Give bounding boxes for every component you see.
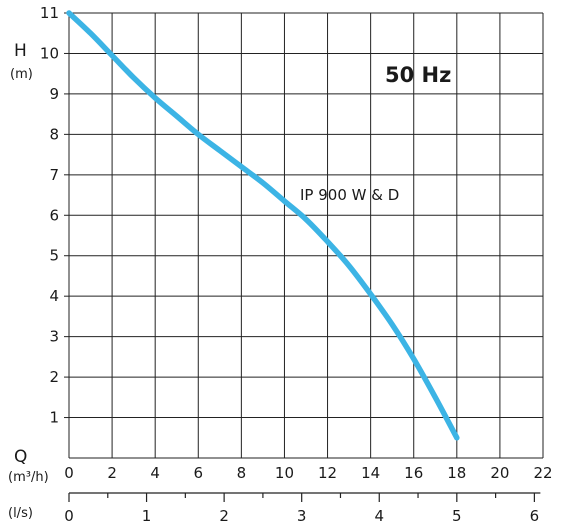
y-tick-label: 8 xyxy=(49,125,59,143)
y-axis-letter: H xyxy=(14,41,27,61)
y-tick-label: 3 xyxy=(49,328,59,346)
grid xyxy=(68,12,544,459)
x-tick-label: 16 xyxy=(404,464,423,482)
secondary-tick-label: 3 xyxy=(297,507,307,525)
secondary-tick-label: 2 xyxy=(219,507,229,525)
x-axis-unit: (m³/h) xyxy=(8,470,49,485)
series-line xyxy=(66,10,460,441)
x-tick-label: 0 xyxy=(64,464,74,482)
y-tick-label: 10 xyxy=(40,44,59,62)
x-tick-label: 2 xyxy=(107,464,117,482)
y-tick-label: 4 xyxy=(49,287,59,305)
secondary-tick-label: 5 xyxy=(452,507,462,525)
x-tick-labels: 0 2 4 6 8 10 12 14 16 18 20 22 xyxy=(64,464,552,482)
x-axis-secondary-unit: (l/s) xyxy=(8,506,33,521)
y-tick-label: 6 xyxy=(49,206,59,224)
y-axis-unit: (m) xyxy=(10,67,33,82)
y-tick-label: 2 xyxy=(49,368,59,386)
x-tick-label: 14 xyxy=(361,464,380,482)
secondary-tick-label: 0 xyxy=(64,507,74,525)
y-tick-label: 11 xyxy=(40,4,59,22)
series-label: IP 900 W & D xyxy=(300,186,399,204)
y-tick-label: 5 xyxy=(49,247,59,265)
x-tick-label: 6 xyxy=(193,464,203,482)
x-tick-label: 20 xyxy=(490,464,509,482)
x-tick-label: 10 xyxy=(275,464,294,482)
y-tick-label: 7 xyxy=(49,166,59,184)
series-layer xyxy=(66,10,460,441)
x-tick-label: 8 xyxy=(237,464,247,482)
x-tick-label: 18 xyxy=(447,464,466,482)
y-tick-label: 1 xyxy=(49,409,59,427)
y-tick-labels: 1 2 3 4 5 6 7 8 9 10 11 xyxy=(40,4,69,427)
x-tick-label: 22 xyxy=(533,464,552,482)
secondary-tick-label: 1 xyxy=(142,507,152,525)
secondary-x-axis: 0 1 2 3 4 5 6 xyxy=(64,492,541,525)
x-tick-label: 12 xyxy=(318,464,337,482)
y-tick-label: 9 xyxy=(49,85,59,103)
x-tick-label: 4 xyxy=(150,464,160,482)
secondary-tick-label: 6 xyxy=(530,507,540,525)
secondary-tick-label: 4 xyxy=(374,507,384,525)
x-axis-letter: Q xyxy=(14,447,27,467)
frequency-badge: 50 Hz xyxy=(385,63,451,87)
